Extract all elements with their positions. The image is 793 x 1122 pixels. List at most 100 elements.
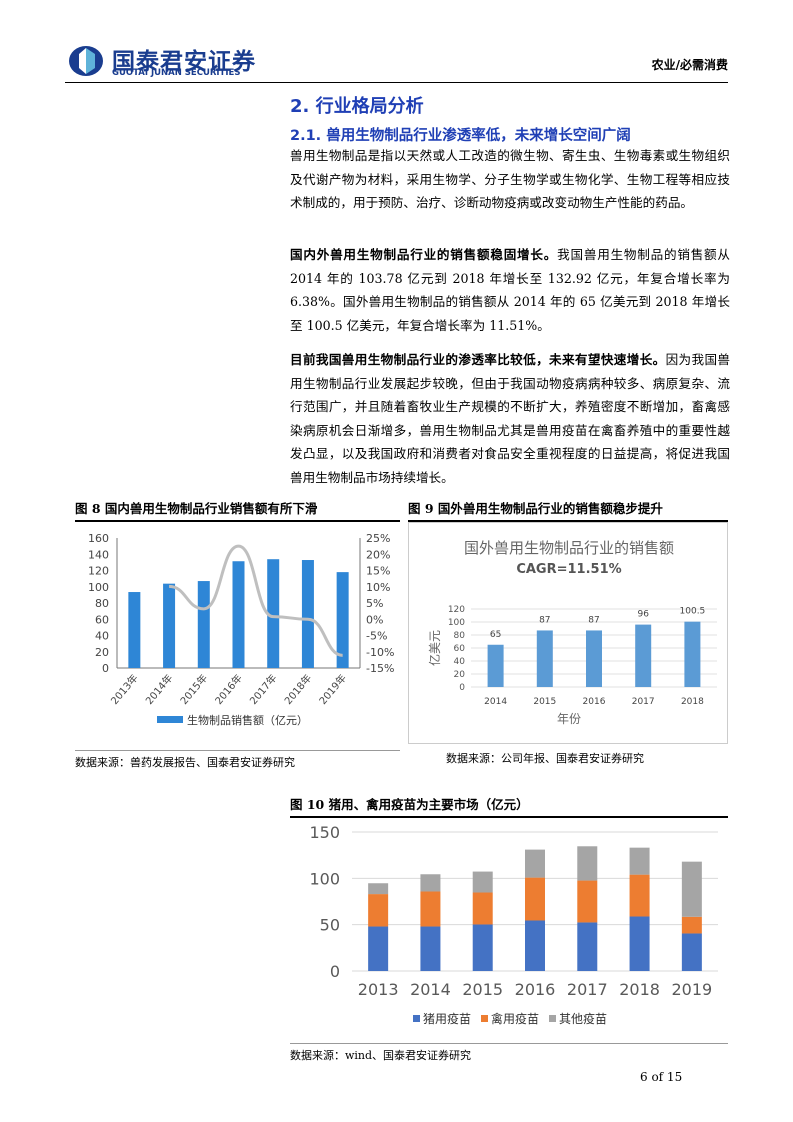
bar [635, 624, 652, 687]
fig8-chart: 0 -15% 20 -10% 40 -5% 60 0% 80 5% 100 10% 120 15% 140 2… [88, 532, 394, 727]
fig9-title: 图 9 国外兽用生物制品行业的销售额稳步提升 [408, 498, 728, 522]
y-tick: 20 [454, 670, 466, 680]
x-tick: 2019 [671, 980, 712, 999]
logo-text: 国泰君安证券 [112, 49, 256, 75]
bar-segment [368, 894, 389, 927]
y-tick-left: 140 [88, 548, 109, 561]
y-tick-right: 0% [366, 613, 383, 626]
x-tick: 2015 [533, 697, 556, 707]
bar [684, 621, 701, 687]
x-tick: 2017年 [247, 672, 280, 708]
x-axis-label: 年份 [557, 712, 581, 726]
data-label: 100.5 [680, 607, 706, 617]
x-tick: 2016年 [212, 672, 245, 708]
paragraph-2: 国内外兽用生物制品行业的销售额稳固增长。我国兽用生物制品的销售额从 2014 年… [290, 243, 730, 337]
data-label: 87 [588, 615, 599, 625]
legend-swatch [549, 1015, 556, 1022]
legend-swatch [481, 1015, 488, 1022]
y-tick-right: -10% [366, 646, 394, 659]
y-tick: 100 [309, 869, 340, 888]
bar [487, 644, 504, 687]
legend-swatch [413, 1015, 420, 1022]
bar-segment [577, 922, 598, 971]
y-tick-right: -5% [366, 630, 387, 643]
bar-segment [472, 871, 493, 893]
bar [197, 581, 210, 668]
bar-segment [420, 926, 441, 971]
y-tick: 120 [448, 605, 465, 615]
bar [163, 583, 176, 668]
y-tick-right: 15% [366, 565, 390, 578]
bar-segment [368, 926, 389, 971]
header-divider [65, 82, 728, 83]
bar-segment [681, 933, 702, 971]
y-tick: 50 [320, 916, 340, 935]
growth-line [168, 544, 343, 657]
x-tick: 2018 [619, 980, 660, 999]
x-tick: 2013年 [108, 672, 141, 708]
y-tick-left: 160 [88, 532, 109, 545]
x-tick: 2015 [462, 980, 503, 999]
x-tick: 2017 [567, 980, 608, 999]
bar [586, 630, 602, 687]
y-tick-left: 0 [102, 662, 109, 675]
data-label: 87 [539, 615, 550, 625]
x-tick: 2014 [484, 697, 507, 707]
y-tick-left: 80 [95, 597, 109, 610]
paragraph-text: 我国兽用生物制品的销售额从 2014 年的 103.78 亿元到 2018 年增… [290, 247, 731, 333]
data-label: 96 [637, 610, 649, 620]
page-number: 6 of 15 [640, 1070, 683, 1084]
bar-segment [629, 847, 650, 875]
y-tick-left: 20 [95, 646, 109, 659]
section-title: 2. 行业格局分析 [290, 96, 424, 117]
y-tick: 0 [459, 683, 465, 693]
legend-label: 其他疫苗 [559, 1011, 607, 1026]
fig9-source: 数据来源：公司年报、国泰君安证券研究 [446, 752, 644, 765]
bar-segment [629, 874, 650, 917]
logo-icon [69, 46, 103, 76]
x-tick: 2014 [410, 980, 451, 999]
fig10-source: 数据来源：wind、国泰君安证券研究 [290, 1043, 728, 1063]
bar [232, 561, 245, 668]
chart-subtitle: CAGR=11.51% [516, 562, 621, 577]
paragraph-text: 因为我国兽用生物制品行业发展起步较晚，但由于我国动物疫病病种较多、病原复杂、流行… [290, 352, 731, 485]
bar-segment [577, 880, 598, 923]
y-tick-right: 25% [366, 532, 390, 545]
bar-segment [629, 916, 650, 971]
bar [536, 630, 553, 687]
sector-label: 农业/必需消费 [651, 58, 728, 72]
paragraph-1: 兽用生物制品是指以天然或人工改造的微生物、寄生虫、生物毒素或生物组织及代谢产物为… [290, 144, 730, 215]
fig8-source: 数据来源：兽药发展报告、国泰君安证券研究 [75, 750, 400, 770]
y-tick: 150 [309, 823, 340, 842]
bar-segment [525, 920, 545, 971]
data-label: 65 [490, 630, 501, 640]
y-tick-right: 20% [366, 548, 390, 561]
chart-title: 国外兽用生物制品行业的销售额 [464, 539, 674, 557]
y-tick-right: -15% [366, 662, 394, 675]
bar-segment [472, 892, 493, 925]
y-tick-left: 40 [95, 630, 109, 643]
bar-segment [525, 877, 545, 921]
bar-segment [681, 916, 702, 934]
x-tick: 2015年 [177, 672, 210, 708]
bar-segment [368, 883, 389, 895]
x-tick: 2018 [681, 697, 704, 707]
y-tick-left: 60 [95, 613, 109, 626]
y-tick: 0 [330, 962, 340, 981]
x-tick: 2018年 [281, 672, 314, 708]
fig8-title: 图 8 国内兽用生物制品行业销售额有所下滑 [75, 498, 400, 522]
paragraph-3: 目前我国兽用生物制品行业的渗透率比较低，未来有望快速增长。因为我国兽用生物制品行… [290, 348, 730, 489]
paragraph-text: 兽用生物制品是指以天然或人工改造的微生物、寄生虫、生物毒素或生物组织及代谢产物为… [290, 148, 730, 210]
y-tick: 80 [454, 631, 466, 641]
x-tick: 2016 [515, 980, 556, 999]
bar [336, 572, 349, 668]
bar-segment [420, 891, 441, 927]
bar-segment [420, 874, 441, 892]
bar [128, 592, 141, 668]
section-subtitle: 2.1. 兽用生物制品行业渗透率低，未来增长空间广阔 [290, 128, 631, 144]
bar-segment [577, 846, 598, 881]
y-tick-right: 5% [366, 597, 383, 610]
y-axis-label: 亿美元 [427, 630, 442, 666]
bar-segment [681, 861, 702, 917]
legend-label: 禽用疫苗 [491, 1011, 539, 1026]
